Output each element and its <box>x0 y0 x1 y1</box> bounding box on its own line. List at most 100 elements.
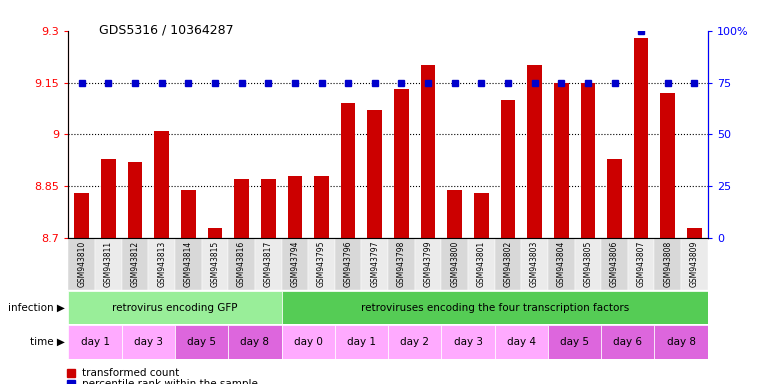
Bar <box>548 325 601 359</box>
Bar <box>308 238 335 290</box>
Text: day 1: day 1 <box>347 337 376 347</box>
Bar <box>228 238 255 290</box>
Bar <box>681 238 708 290</box>
Text: day 3: day 3 <box>454 337 482 347</box>
Bar <box>634 38 648 238</box>
Bar <box>521 238 548 290</box>
Text: transformed count: transformed count <box>82 368 180 378</box>
Bar <box>335 238 361 290</box>
Bar <box>314 176 329 238</box>
Bar <box>628 238 654 290</box>
Bar <box>607 159 622 238</box>
Text: GSM943798: GSM943798 <box>397 241 406 287</box>
Bar <box>388 325 441 359</box>
Text: day 5: day 5 <box>560 337 589 347</box>
Bar <box>341 103 355 238</box>
Bar <box>601 238 628 290</box>
Bar <box>687 228 702 238</box>
Text: GDS5316 / 10364287: GDS5316 / 10364287 <box>99 23 234 36</box>
Text: day 0: day 0 <box>294 337 323 347</box>
Text: infection ▶: infection ▶ <box>8 303 65 313</box>
Bar <box>654 238 681 290</box>
Bar <box>75 193 89 238</box>
Bar <box>68 325 122 359</box>
Bar <box>101 159 116 238</box>
Text: GSM943809: GSM943809 <box>690 241 699 287</box>
Text: day 3: day 3 <box>134 337 163 347</box>
Bar <box>68 291 282 324</box>
Text: GSM943810: GSM943810 <box>78 241 86 287</box>
Bar <box>208 228 222 238</box>
Bar <box>495 325 548 359</box>
Bar <box>261 179 275 238</box>
Text: retrovirus encoding GFP: retrovirus encoding GFP <box>113 303 237 313</box>
Text: GSM943806: GSM943806 <box>610 241 619 287</box>
Bar <box>122 238 148 290</box>
Bar <box>335 325 388 359</box>
Text: GSM943813: GSM943813 <box>158 241 166 287</box>
Text: GSM943802: GSM943802 <box>504 241 512 287</box>
Text: day 8: day 8 <box>667 337 696 347</box>
Bar <box>255 238 282 290</box>
Text: day 4: day 4 <box>507 337 536 347</box>
Text: GSM943812: GSM943812 <box>131 241 139 287</box>
Text: GSM943808: GSM943808 <box>664 241 672 287</box>
Text: GSM943815: GSM943815 <box>211 241 219 287</box>
Bar <box>501 100 515 238</box>
Text: GSM943816: GSM943816 <box>237 241 246 287</box>
Bar <box>282 325 335 359</box>
Bar <box>154 131 169 238</box>
Bar <box>554 83 568 238</box>
Text: GSM943799: GSM943799 <box>424 241 432 287</box>
Bar <box>415 238 441 290</box>
Text: percentile rank within the sample: percentile rank within the sample <box>82 379 258 384</box>
Bar <box>575 238 601 290</box>
Bar <box>282 238 308 290</box>
Bar <box>447 190 462 238</box>
Bar <box>368 110 382 238</box>
Bar <box>148 238 175 290</box>
Bar <box>548 238 575 290</box>
Text: GSM943803: GSM943803 <box>530 241 539 287</box>
Text: GSM943797: GSM943797 <box>371 241 379 287</box>
Bar <box>95 238 122 290</box>
Bar <box>527 65 542 238</box>
Text: GSM943807: GSM943807 <box>637 241 645 287</box>
Text: GSM943817: GSM943817 <box>264 241 272 287</box>
Bar <box>234 179 249 238</box>
Text: GSM943801: GSM943801 <box>477 241 486 287</box>
Bar <box>128 162 142 238</box>
Bar <box>441 325 495 359</box>
Bar <box>468 238 495 290</box>
Bar <box>228 325 282 359</box>
Text: retroviruses encoding the four transcription factors: retroviruses encoding the four transcrip… <box>361 303 629 313</box>
Bar <box>202 238 228 290</box>
Bar <box>474 193 489 238</box>
Text: day 5: day 5 <box>187 337 216 347</box>
Text: time ▶: time ▶ <box>30 337 65 347</box>
Bar <box>394 89 409 238</box>
Bar <box>654 325 708 359</box>
Bar <box>175 325 228 359</box>
Bar <box>68 238 95 290</box>
Bar <box>122 325 175 359</box>
Bar <box>441 238 468 290</box>
Text: day 2: day 2 <box>400 337 429 347</box>
Bar <box>361 238 388 290</box>
Text: GSM943814: GSM943814 <box>184 241 193 287</box>
Bar <box>421 65 435 238</box>
Text: day 6: day 6 <box>613 337 642 347</box>
Bar <box>388 238 415 290</box>
Text: GSM943804: GSM943804 <box>557 241 565 287</box>
Bar <box>661 93 675 238</box>
Text: day 8: day 8 <box>240 337 269 347</box>
Text: GSM943796: GSM943796 <box>344 241 352 287</box>
Text: GSM943794: GSM943794 <box>291 241 299 287</box>
Bar <box>175 238 202 290</box>
Bar <box>288 176 302 238</box>
Text: GSM943795: GSM943795 <box>317 241 326 287</box>
Bar <box>581 83 595 238</box>
Text: GSM943805: GSM943805 <box>584 241 592 287</box>
Text: day 1: day 1 <box>81 337 110 347</box>
Bar <box>601 325 654 359</box>
